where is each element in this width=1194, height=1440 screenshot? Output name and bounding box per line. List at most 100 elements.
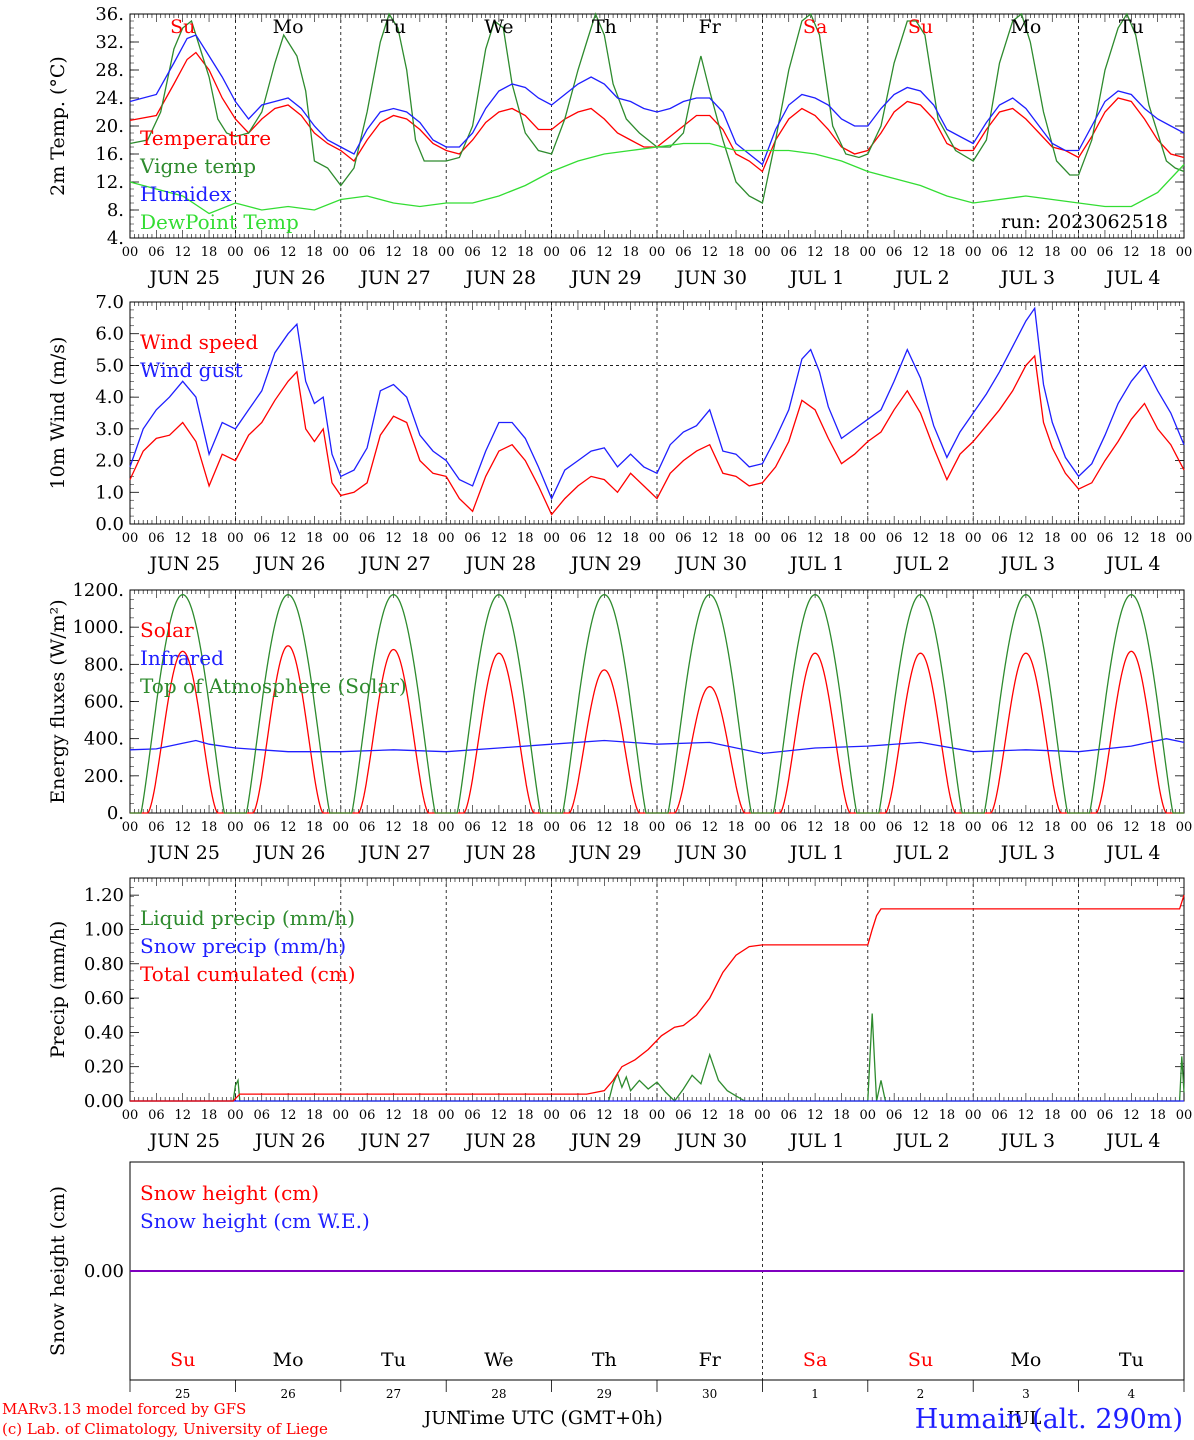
chart-wind-ytick-label: 5.0 [95,355,124,376]
chart-energy-date-label: JUL 1 [788,842,844,864]
chart-temperature-hour-label: 06 [359,245,376,260]
chart-energy-hour-label: 18 [412,820,429,835]
chart-precip-date-label: JUN 25 [147,1130,219,1152]
chart-temperature-series-0 [129,51,1185,173]
chart-temperature-hour-label: 18 [306,245,323,260]
chart-wind-hour-label: 06 [359,531,376,546]
day-number-label: 30 [702,1387,717,1401]
chart-wind-hour-label: 12 [385,531,402,546]
chart-wind-legend-1: Wind gust [140,358,243,382]
chart-temperature-series-3 [129,142,1185,215]
chart-wind-hour-label: 00 [1070,531,1087,546]
chart-wind-date-label: JUN 30 [674,553,746,575]
chart-energy-hour-label: 00 [1070,820,1087,835]
chart-energy-hour-label: 06 [464,820,481,835]
chart-energy-legend-0: Solar [140,618,194,642]
chart-wind-hour-label: 18 [622,531,639,546]
chart-temperature-date-label: JUL 2 [893,267,949,289]
chart-wind-date-label: JUN 29 [569,553,641,575]
chart-wind-ylabel: 10m Wind (m/s) [47,337,69,490]
chart-temperature-ytick-label: 16. [95,144,124,165]
chart-wind-hour-label: 00 [543,531,560,546]
chart-temperature-date-label: JUN 27 [358,267,430,289]
weekday-label-bottom: Fr [699,1349,722,1371]
chart-wind-hour-label: 12 [1123,531,1140,546]
chart-precip-hour-label: 06 [148,1108,165,1123]
chart-wind-hour-label: 06 [148,531,165,546]
chart-precip-hour-label: 06 [1097,1108,1114,1123]
chart-snow-ylabel: Snow height (cm) [47,1186,69,1356]
chart-wind-hour-label: 06 [780,531,797,546]
weekday-label-top: Su [908,16,933,38]
chart-temperature-date-label: JUN 28 [464,267,536,289]
weekday-label-top: Sa [803,16,827,38]
chart-energy-ytick-label: 800. [84,654,124,675]
chart-wind-ytick-label: 4.0 [95,387,124,408]
chart-precip-hour-label: 12 [491,1108,508,1123]
chart-precip-hour-label: 12 [912,1108,929,1123]
chart-wind-hour-label: 06 [1097,531,1114,546]
chart-precip-hour-label: 12 [385,1108,402,1123]
chart-energy-hour-label: 06 [570,820,587,835]
weekday-label-top: Mo [273,16,304,38]
chart-temperature-hour-label: 00 [122,245,139,260]
chart-energy-hour-label: 06 [675,820,692,835]
chart-wind-hour-label: 12 [491,531,508,546]
chart-wind-hour-label: 00 [860,531,877,546]
weekday-label-top: Tu [1119,16,1144,38]
x-axis-label: Time UTC (GMT+0h) [457,1407,663,1429]
chart-precip-ytick-label: 1.00 [84,919,124,940]
chart-energy-hour-label: 18 [939,820,956,835]
chart-wind-date-label: JUN 27 [358,553,430,575]
chart-temperature-hour-label: 06 [570,245,587,260]
chart-energy-hour-label: 00 [438,820,455,835]
weekday-label-bottom: Sa [803,1349,827,1371]
chart-temperature-hour-label: 06 [675,245,692,260]
chart-wind-ytick-label: 2.0 [95,451,124,472]
chart-precip-date-label: JUN 28 [464,1130,536,1152]
chart-wind-hour-label: 18 [412,531,429,546]
chart-energy-series-2 [130,593,1184,814]
chart-energy-date-label: JUN 27 [358,842,430,864]
weekday-label-top: Mo [1010,16,1041,38]
chart-precip-hour-label: 00 [227,1108,244,1123]
chart-wind-date-label: JUL 2 [893,553,949,575]
chart-wind-ytick-label: 0.0 [95,514,124,535]
chart-wind-date-label: JUN 26 [253,553,325,575]
chart-energy-hour-label: 06 [359,820,376,835]
chart-precip-hour-label: 06 [886,1108,903,1123]
chart-temperature-hour-label: 06 [886,245,903,260]
chart-precip-hour-label: 18 [1149,1108,1166,1123]
chart-temperature-hour-label: 06 [148,245,165,260]
chart-temperature-ytick-label: 28. [95,60,124,81]
chart-temperature-series-2 [129,34,1185,166]
chart-temperature-frame [129,13,1185,239]
chart-precip-hour-label: 18 [728,1108,745,1123]
chart-energy-hour-label: 00 [965,820,982,835]
chart-temperature-hour-label: 18 [622,245,639,260]
chart-temperature-hour-label: 12 [491,245,508,260]
chart-precip-date-label: JUL 3 [999,1130,1055,1152]
chart-energy-hour-label: 18 [306,820,323,835]
chart-temperature-date-label: JUN 29 [569,267,641,289]
chart-temperature-hour-label: 00 [1176,245,1193,260]
chart-precip-legend-2: Total cumulated (cm) [140,962,356,986]
chart-precip-ytick-label: 0.40 [84,1022,124,1043]
chart-energy-ytick-label: 200. [84,766,124,787]
chart-temperature-legend-1: Vigne temp [139,154,256,178]
chart-energy-date-label: JUL 2 [893,842,949,864]
credit-line-1: MARv3.13 model forced by GFS [2,1400,246,1418]
chart-energy-hour-label: 00 [754,820,771,835]
day-number-label: 26 [280,1387,295,1401]
chart-precip-ytick-label: 0.00 [84,1091,124,1112]
chart-energy-ytick-label: 0. [107,803,124,824]
chart-energy-ytick-label: 400. [84,729,124,750]
chart-snow-legend-0: Snow height (cm) [140,1181,319,1205]
chart-precip-ylabel: Precip (mm/h) [47,921,69,1059]
chart-temperature-hour-label: 00 [754,245,771,260]
chart-precip-date-label: JUL 2 [893,1130,949,1152]
chart-wind-hour-label: 00 [333,531,350,546]
chart-temperature-hour-label: 12 [807,245,824,260]
chart-wind-hour-label: 00 [122,531,139,546]
